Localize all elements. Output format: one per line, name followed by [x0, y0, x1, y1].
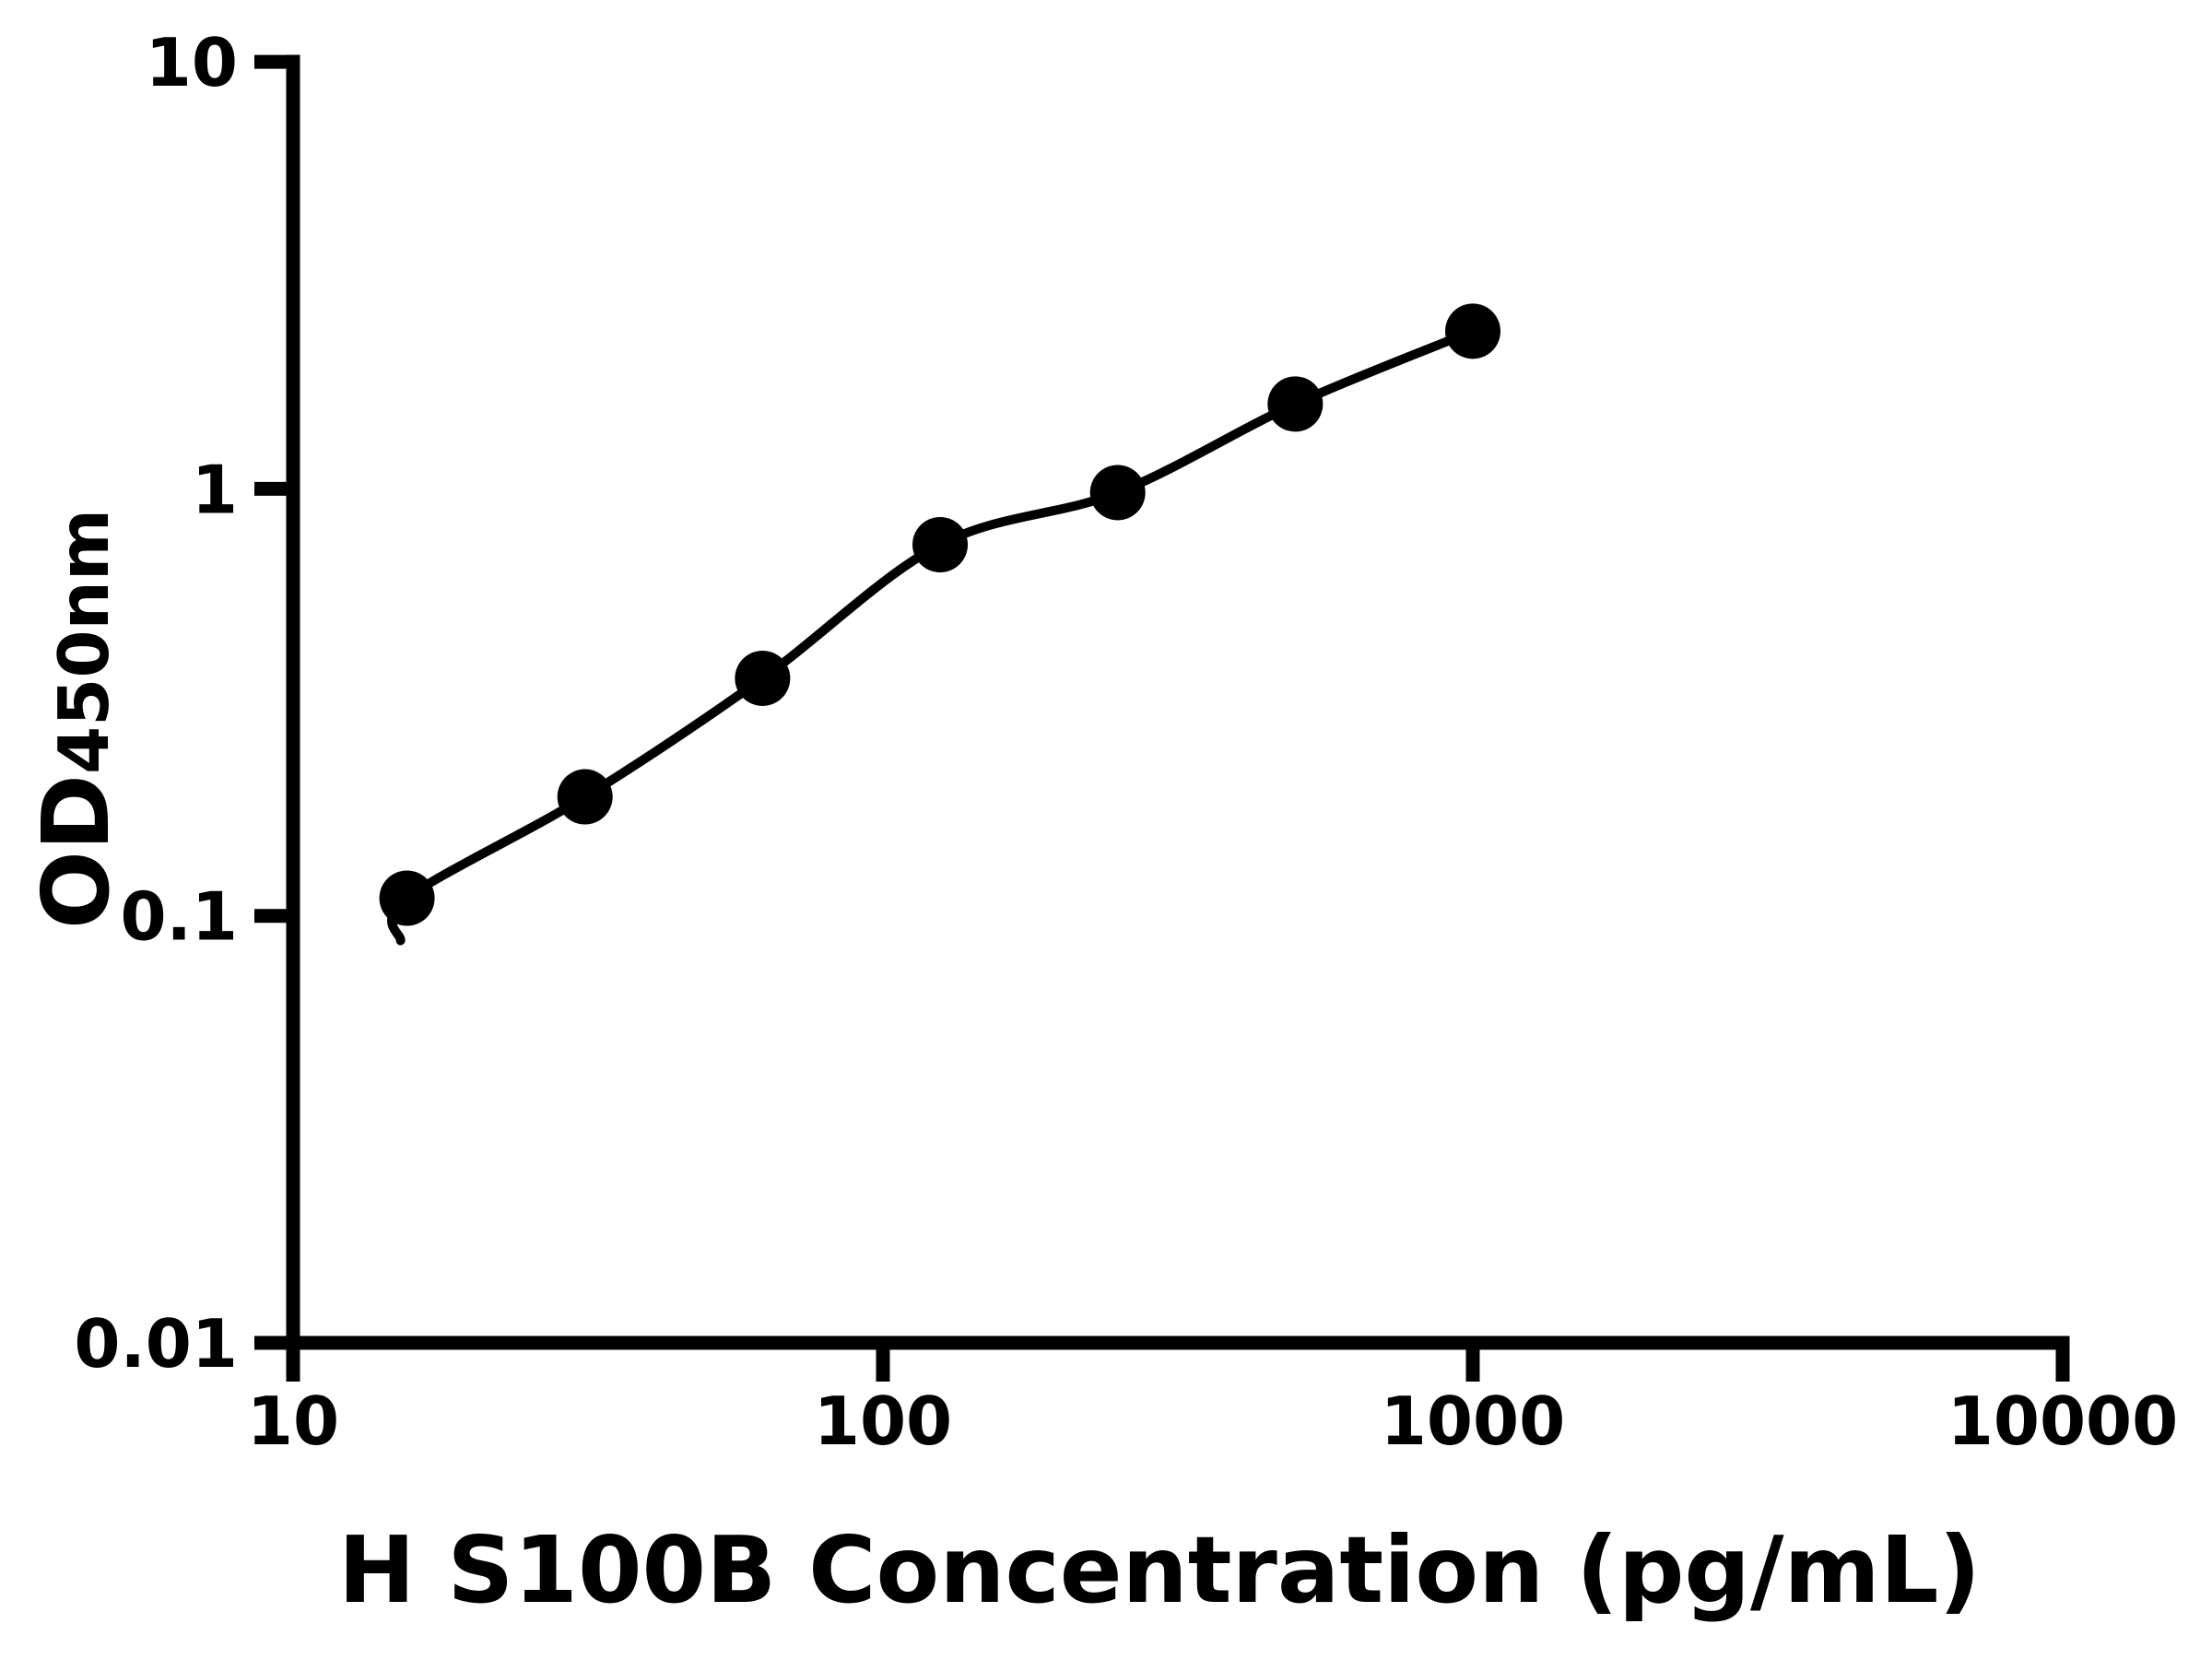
y-axis-tick-labels: 10 1 0.1 0.01 — [74, 24, 238, 1382]
data-point — [379, 870, 435, 926]
data-point — [1267, 376, 1324, 432]
x-axis-title: H S100B Concentration (pg/mL) — [338, 1516, 1981, 1624]
y-tick-label: 0.1 — [120, 878, 238, 956]
y-axis-title-subscript: 450nm — [43, 509, 124, 774]
x-axis-ticks — [286, 1343, 2070, 1382]
y-axis-title-main: OD — [22, 774, 130, 929]
y-tick-label: 1 — [192, 451, 238, 528]
x-tick-label: 10000 — [1947, 1382, 2179, 1460]
y-axis-title: OD450nm — [22, 509, 130, 929]
data-point — [557, 769, 613, 825]
x-tick-label: 10 — [247, 1382, 339, 1460]
data-point — [1445, 303, 1500, 359]
plot-area — [379, 303, 1500, 946]
data-point — [1089, 465, 1146, 521]
data-point — [912, 516, 969, 572]
data-points — [379, 303, 1500, 926]
y-tick-label: 0.01 — [74, 1305, 238, 1382]
x-tick-label: 100 — [814, 1382, 952, 1460]
axes — [286, 54, 2070, 1350]
data-point — [735, 650, 791, 706]
y-tick-label: 10 — [146, 24, 238, 101]
x-axis-tick-labels: 10 100 1000 10000 — [247, 1382, 2178, 1460]
x-tick-label: 1000 — [1381, 1382, 1565, 1460]
